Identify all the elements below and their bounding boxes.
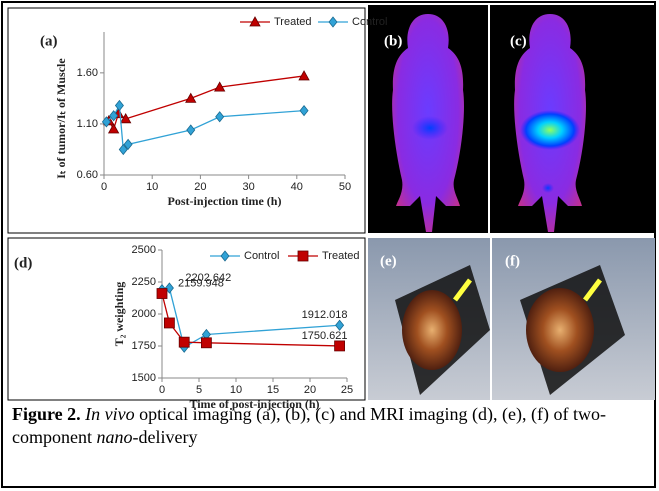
y-tick-label: 1500 — [132, 372, 156, 384]
caption-label: Figure 2. — [12, 404, 81, 424]
caption-italic: nano — [96, 427, 132, 447]
y-axis-label: T₂ weighting — [112, 282, 126, 347]
x-tick-label: 25 — [341, 384, 353, 396]
y-tick-label: 1750 — [132, 340, 156, 352]
marker — [109, 124, 119, 133]
marker — [216, 112, 224, 122]
value-label: 1912.018 — [302, 309, 348, 321]
caption-text: -delivery — [132, 427, 197, 447]
x-tick-label: 10 — [146, 181, 158, 193]
legend-label: Treated — [274, 16, 312, 28]
legend-marker — [329, 17, 337, 27]
legend-label: Treated — [322, 250, 360, 262]
marker — [201, 338, 211, 348]
x-axis-label: Post-injection time (h) — [168, 194, 282, 208]
x-tick-label: 10 — [230, 384, 242, 396]
marker — [179, 337, 189, 347]
marker — [115, 101, 123, 111]
legend-marker — [221, 251, 229, 261]
panel-label: (b) — [384, 33, 402, 49]
y-tick-label: 1.10 — [77, 118, 98, 130]
marker — [186, 93, 196, 102]
legend-label: Control — [244, 250, 279, 262]
x-tick-label: 15 — [267, 384, 279, 396]
marker — [157, 289, 167, 299]
x-tick-label: 20 — [194, 181, 206, 193]
marker — [187, 125, 195, 135]
panel-label: (a) — [40, 33, 58, 49]
image-e: (e) — [368, 238, 490, 400]
value-label: 1750.621 — [302, 330, 348, 342]
series-line — [106, 106, 304, 150]
caption-italic: In vivo — [85, 404, 134, 424]
series-line — [109, 76, 304, 129]
marker — [300, 106, 308, 116]
legend-label: Control — [352, 16, 387, 28]
y-tick-label: 2250 — [132, 276, 156, 288]
page: (b) (c) (e) (f) 0.601.101.6001020304050P… — [0, 0, 659, 491]
panel-label: (e) — [380, 253, 397, 269]
x-tick-label: 20 — [304, 384, 316, 396]
x-tick-label: 40 — [291, 181, 303, 193]
x-tick-label: 50 — [339, 181, 351, 193]
marker — [299, 71, 309, 80]
y-tick-label: 2500 — [132, 244, 156, 256]
image-f: (f) — [492, 238, 655, 400]
panel-label: (f) — [505, 253, 520, 269]
x-tick-label: 5 — [196, 384, 202, 396]
marker — [164, 318, 174, 328]
y-tick-label: 0.60 — [77, 169, 98, 181]
x-tick-label: 0 — [101, 181, 107, 193]
y-axis-label: Iₜ of tumor/Iₜ of Muscle — [54, 58, 68, 179]
x-tick-label: 30 — [242, 181, 254, 193]
value-label: 2159.948 — [178, 277, 224, 289]
legend-marker — [298, 251, 308, 261]
marker — [336, 320, 344, 330]
image-b: (b) — [368, 5, 488, 233]
caption: Figure 2. In vivo optical imaging (a), (… — [12, 403, 652, 449]
x-tick-label: 0 — [159, 384, 165, 396]
panel-label: (c) — [510, 33, 527, 49]
marker — [335, 341, 345, 351]
image-c: (c) — [490, 5, 655, 233]
panel-label: (d) — [14, 255, 32, 271]
y-tick-label: 2000 — [132, 308, 156, 320]
y-tick-label: 1.60 — [77, 67, 98, 79]
